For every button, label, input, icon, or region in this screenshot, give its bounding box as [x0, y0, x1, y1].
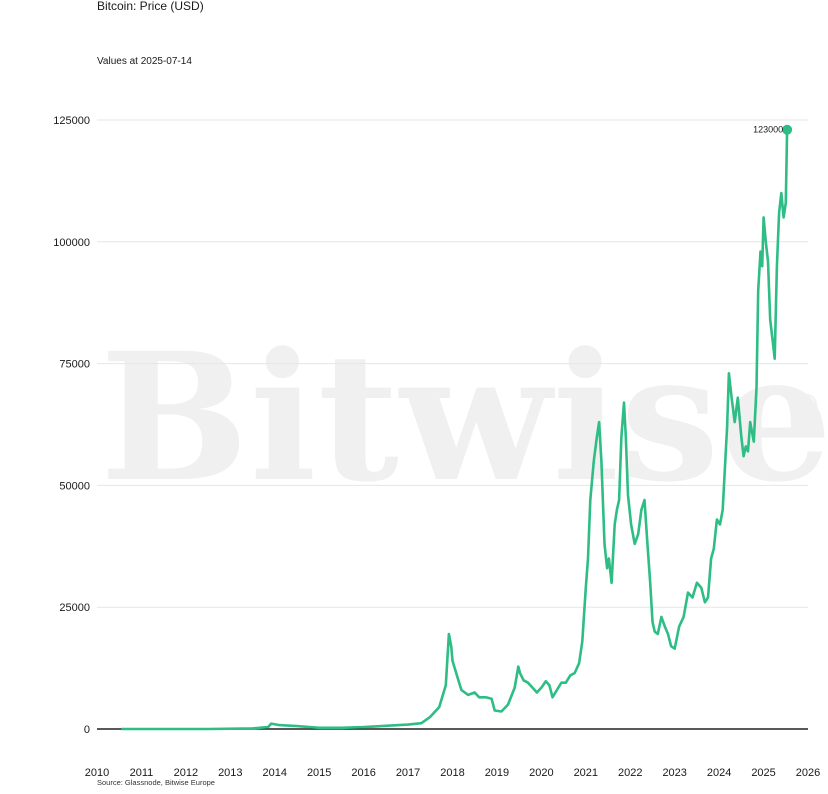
y-tick-label: 0: [84, 724, 90, 736]
x-tick-label: 2018: [440, 767, 464, 779]
chart-subtitle: Values at 2025-07-14: [97, 56, 192, 67]
x-tick-label: 2020: [529, 767, 553, 779]
x-tick-label: 2013: [218, 767, 242, 779]
chart-title: Bitcoin: Price (USD): [97, 0, 204, 13]
x-tick-label: 2014: [263, 767, 287, 779]
x-tick-label: 2023: [662, 767, 686, 779]
x-tick-label: 2015: [307, 767, 331, 779]
x-tick-label: 2017: [396, 767, 420, 779]
last-value-label: 123000: [753, 125, 783, 135]
x-tick-label: 2010: [85, 767, 109, 779]
source-note: Source: Glassnode, Bitwise Europe: [97, 778, 215, 787]
x-tick-label: 2016: [351, 767, 375, 779]
registered-mark: ®: [788, 387, 823, 427]
gridlines: [97, 119, 808, 608]
x-tick-label: 2011: [130, 767, 154, 779]
y-tick-label: 125000: [53, 115, 90, 127]
x-tick-label: 2021: [574, 767, 598, 779]
price-series-line: [121, 129, 789, 731]
x-tick-label: 2022: [618, 767, 642, 779]
y-tick-label: 50000: [59, 480, 90, 492]
y-tick-label: 100000: [53, 237, 90, 249]
x-tick-label: 2012: [174, 767, 198, 779]
last-value-marker[interactable]: [782, 124, 793, 135]
x-tick-label: 2026: [796, 767, 820, 779]
watermark-text: Bitwise: [100, 314, 828, 521]
x-tick-label: 2019: [485, 767, 509, 779]
x-tick-label: 2025: [751, 767, 775, 779]
bitwise-watermark: Bitwise ®: [100, 330, 828, 520]
y-axis-ticks: 0 25000 50000 75000 100000 125000: [53, 115, 90, 736]
x-axis-ticks: 2010 2011 2012 2013 2014 2015 2016 2017 2018 2019…: [85, 767, 820, 779]
y-tick-label: 25000: [59, 602, 90, 614]
x-tick-label: 2024: [707, 767, 731, 779]
y-tick-label: 75000: [59, 359, 90, 371]
